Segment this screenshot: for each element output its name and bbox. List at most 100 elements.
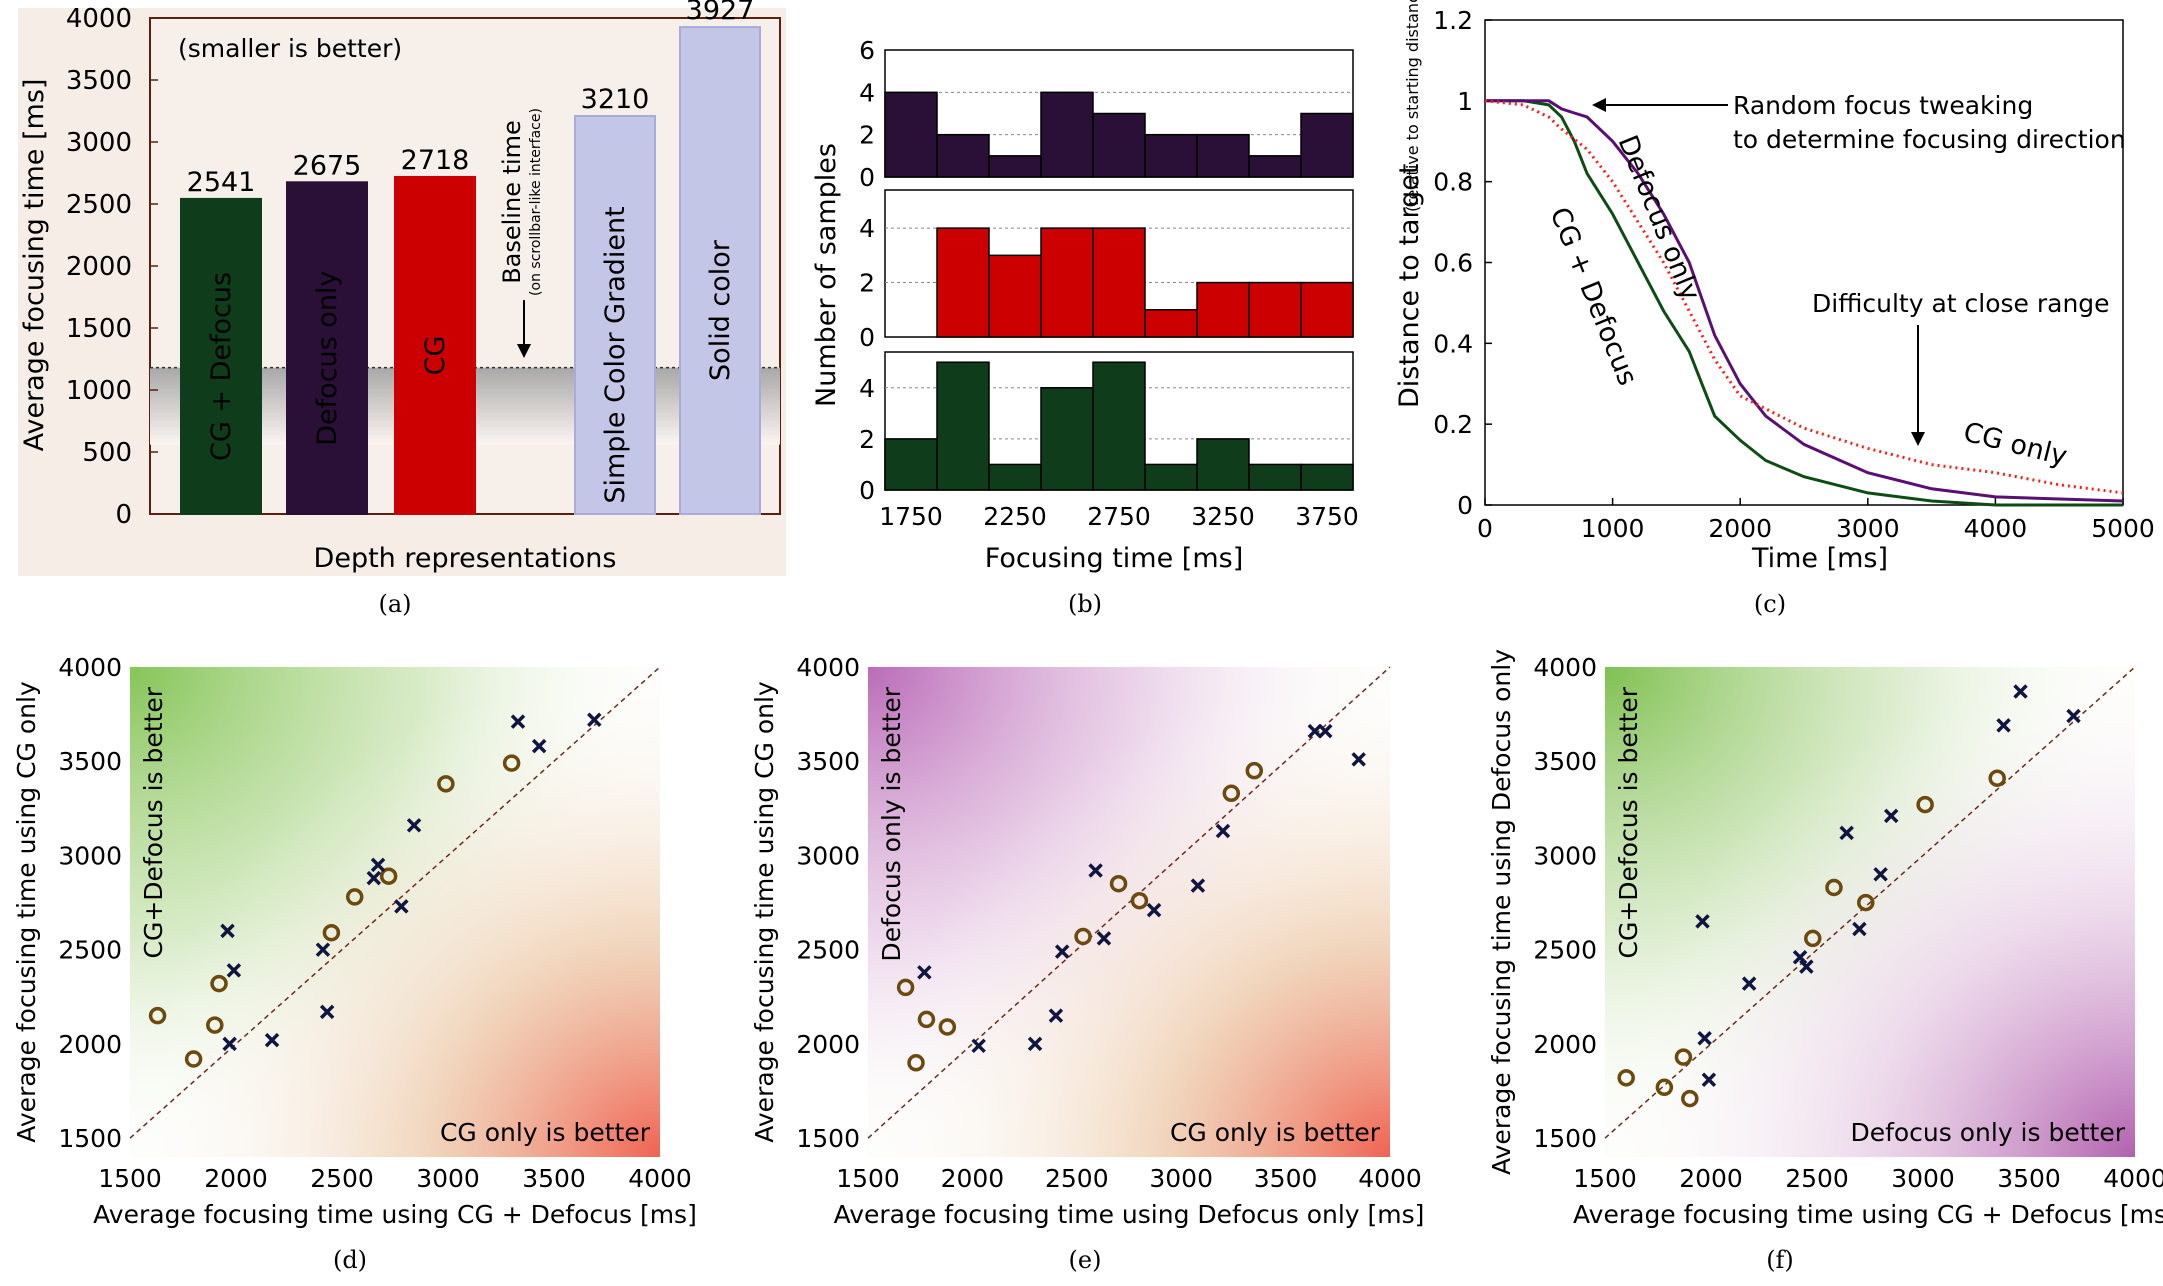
circle-marker — [896, 978, 915, 997]
y-tick-label: 3000 — [58, 841, 122, 870]
circle-marker — [345, 888, 364, 906]
region-label-bottom-right: CG only is better — [440, 1118, 651, 1147]
histogram-bar — [1040, 387, 1094, 491]
panel-c: 0 1000 2000 3000 4000 5000 0 0.2 0.4 0.6 0.8 1 1.2 T… — [1394, 0, 2155, 574]
x-tick-label: 2000 — [204, 1164, 268, 1193]
baseline-arrow — [517, 300, 531, 358]
histogram-bar — [1196, 133, 1250, 178]
panel-a-xlabel: Depth representations — [314, 543, 617, 574]
histogram-bar — [1040, 91, 1094, 178]
cross-marker — [971, 1038, 986, 1054]
bar — [574, 114, 656, 516]
cross-marker — [1054, 944, 1070, 959]
circle-marker — [1674, 1048, 1693, 1066]
y-tick-label: 2000 — [796, 1030, 860, 1059]
region-label-bottom-right: Defocus only is better — [1850, 1118, 2125, 1147]
y-tick-label: 4 — [859, 374, 875, 403]
cross-marker — [1792, 949, 1808, 965]
panel-c-ylabel: Distance to target — [1394, 164, 1425, 408]
region-label-top-left: CG+Defocus is better — [139, 686, 168, 958]
bar-category-label: CG + Defocus — [206, 272, 237, 461]
cross-marker — [1799, 959, 1814, 974]
circle-marker — [1655, 1078, 1674, 1097]
y-axis-label: Average focusing time using CG only — [12, 681, 41, 1143]
circle-marker — [210, 974, 228, 993]
y-tick-label: 0 — [859, 163, 875, 192]
bar-value-label: 3927 — [686, 0, 755, 26]
cross-marker — [394, 899, 409, 914]
cross-marker — [1883, 808, 1899, 824]
histogram-bar — [1144, 133, 1198, 178]
histogram-bar — [1248, 155, 1302, 178]
cross-marker — [1027, 1036, 1043, 1052]
y-tick-label: 1500 — [66, 314, 132, 344]
circle-marker — [1222, 784, 1241, 803]
circle-marker — [437, 775, 455, 793]
cross-marker — [1697, 1031, 1712, 1046]
histogram-bar — [1092, 227, 1146, 338]
cross-marker — [917, 965, 932, 980]
histogram-bar — [1144, 309, 1198, 338]
y-tick-label: 1500 — [796, 1124, 860, 1153]
circle-marker — [1825, 878, 1843, 897]
circle-marker — [1074, 927, 1092, 946]
cross-marker — [1695, 914, 1710, 929]
caption-d: (d) — [333, 1246, 367, 1274]
y-tick-label: 1500 — [58, 1124, 122, 1153]
y-tick-label: 4000 — [66, 4, 132, 34]
histogram-bar — [1248, 281, 1302, 338]
y-tick-label: 0 — [115, 500, 132, 530]
cross-marker — [1318, 723, 1333, 739]
bar — [286, 181, 368, 516]
x-tick-label: 4000 — [1964, 514, 2028, 543]
histogram-bar — [1300, 281, 1354, 338]
bar — [679, 26, 761, 515]
circle-marker — [938, 1018, 957, 1036]
circle-marker — [206, 1016, 224, 1034]
histogram-bar — [988, 155, 1042, 178]
y-tick-label: 2000 — [66, 252, 132, 282]
diagonal-line — [129, 666, 661, 1139]
x-tick-label: 2500 — [1045, 1164, 1109, 1193]
bar-category-label: Defocus only — [312, 271, 343, 446]
circle-marker — [1804, 929, 1822, 948]
histogram-bar — [1300, 463, 1354, 491]
panel-c-ticks: 0 1000 2000 3000 4000 5000 0 0.2 0.4 0.6 0.8 1 1.2 — [1433, 6, 2155, 543]
y-tick-label: 0 — [859, 476, 875, 505]
cross-marker — [1096, 931, 1112, 946]
circle-marker — [907, 1054, 925, 1072]
x-tick-label: 4000 — [628, 1164, 692, 1193]
y-tick-label: 2 — [859, 121, 875, 150]
y-axis-label: Average focusing time using Defocus only — [1487, 649, 1516, 1175]
bar-category-label: Simple Color Gradient — [600, 206, 631, 503]
histogram-bar — [1196, 438, 1250, 491]
panel-b-xlabel: Focusing time [ms] — [985, 543, 1243, 574]
panel-b: 0 2 4 6 0 2 4 0 2 4 1750 2250 2750 3250 3750 Focusing… — [811, 36, 1359, 574]
panel-a-y-ticks: 0 500 1000 1500 2000 2500 3000 3500 4000 — [66, 4, 158, 530]
x-tick-label: 1500 — [836, 1164, 900, 1193]
y-tick-label: 3000 — [66, 128, 132, 158]
x-tick-label: 3250 — [1191, 502, 1255, 531]
y-tick-label: 3500 — [66, 66, 132, 96]
cross-marker — [1873, 867, 1888, 882]
bar-category-label: CG — [420, 336, 451, 376]
x-axis-label: Average focusing time using CG + Defocus… — [93, 1200, 697, 1229]
y-tick-label: 1500 — [1533, 1124, 1597, 1153]
annotation-arrow-left — [1592, 98, 1728, 112]
panel-c-lines — [1484, 99, 2124, 507]
y-tick-label: 3000 — [1533, 841, 1597, 870]
x-tick-label: 3500 — [1997, 1164, 2061, 1193]
x-tick-label: 2750 — [1087, 502, 1151, 531]
x-tick-label: 2500 — [310, 1164, 374, 1193]
histogram-bar — [884, 438, 938, 491]
circle-marker — [1130, 891, 1149, 910]
circle-marker — [1916, 795, 1934, 814]
panel-b-histograms: 0 2 4 6 0 2 4 0 2 4 — [859, 36, 1354, 505]
circle-marker — [1857, 893, 1875, 912]
annotation-random-focus-2: to determine focusing direction — [1733, 125, 2126, 154]
x-tick-label: 4000 — [2103, 1164, 2163, 1193]
line-defocus-only — [1485, 99, 2124, 503]
line-cg-only — [1484, 99, 2124, 495]
x-tick-label: 2250 — [983, 502, 1047, 531]
